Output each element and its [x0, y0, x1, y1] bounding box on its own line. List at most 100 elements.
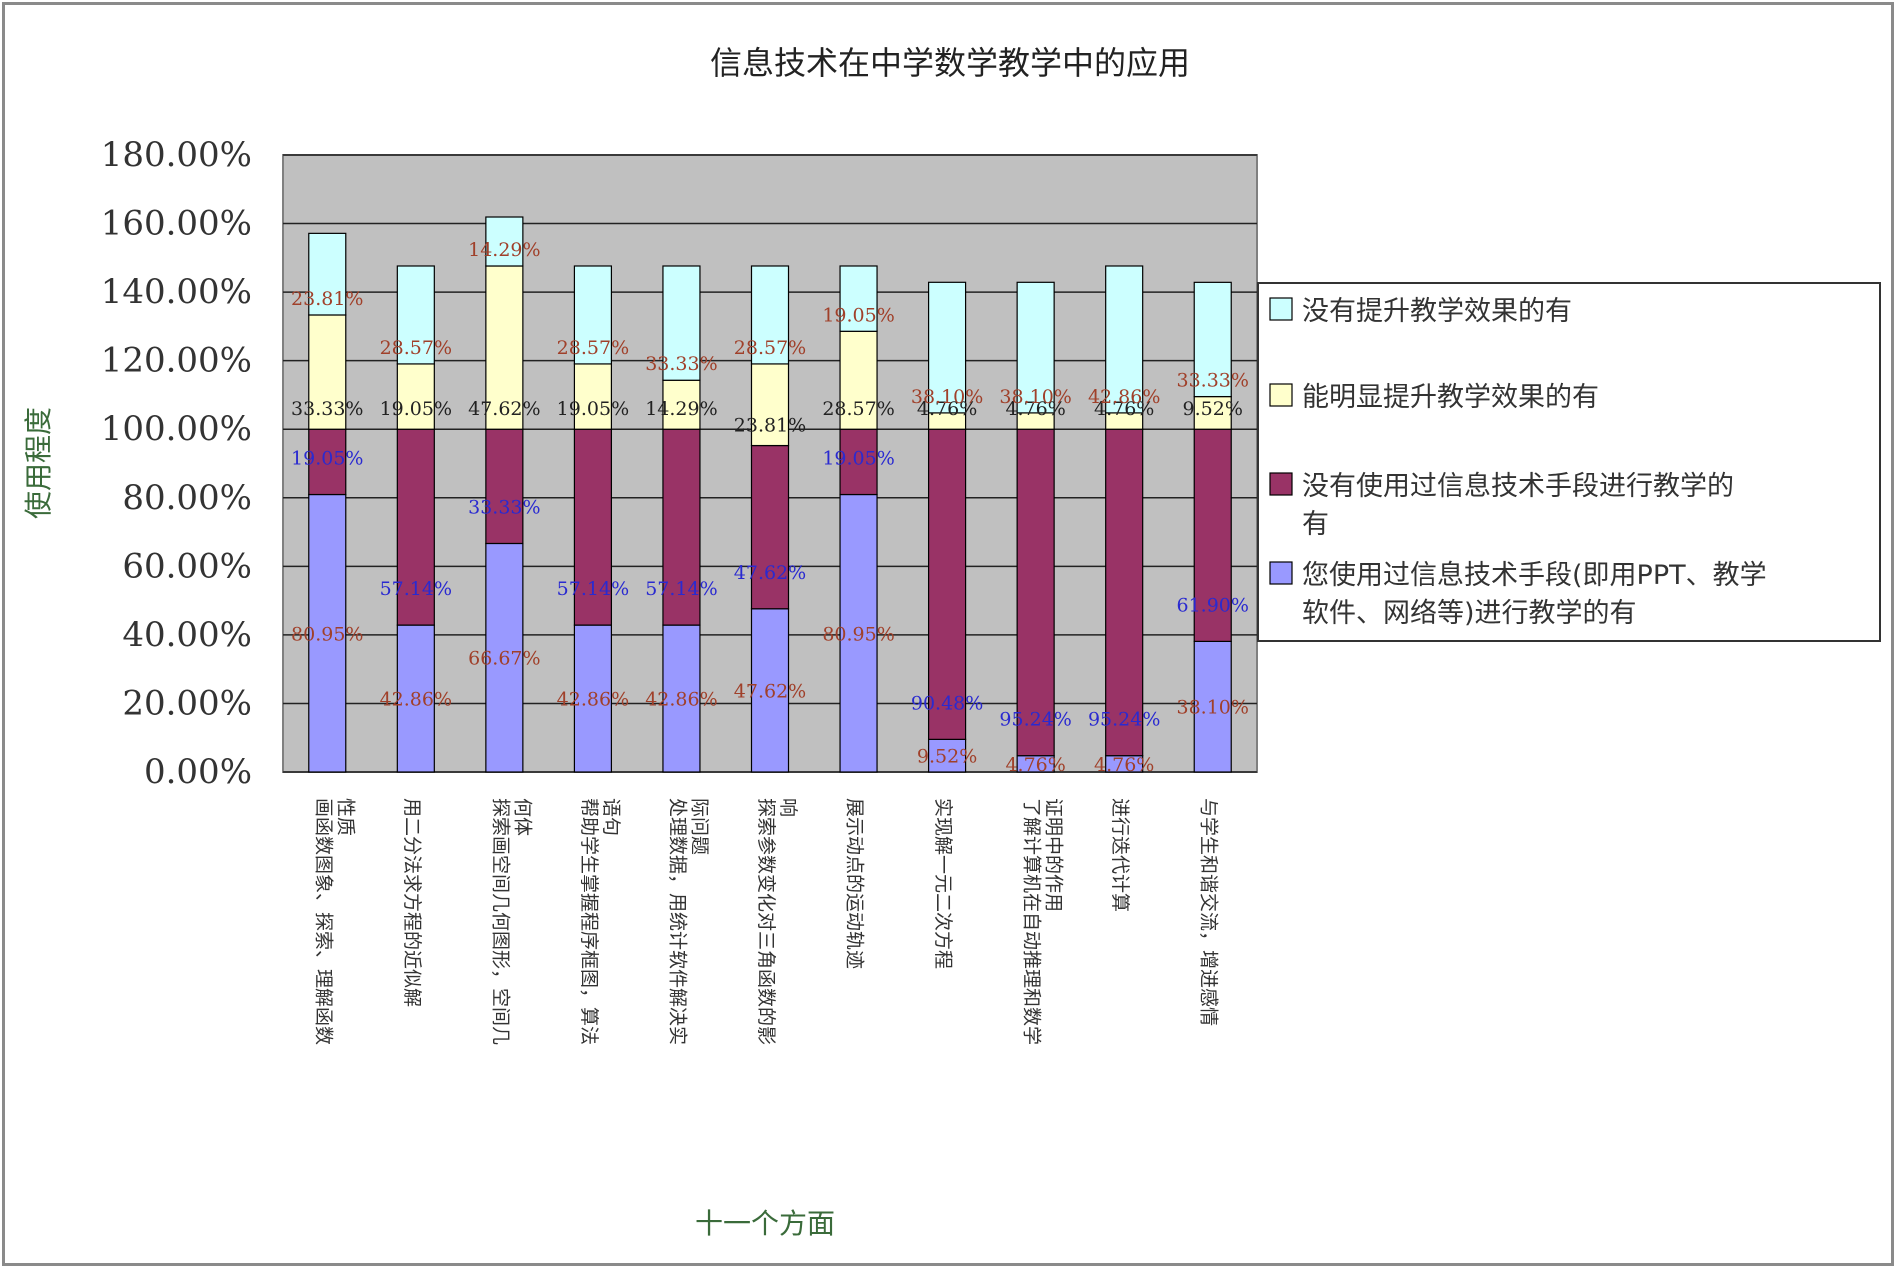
data-label: 38.10% [999, 386, 1071, 408]
bar-segment [308, 232, 347, 316]
data-label: 42.86% [1088, 386, 1160, 408]
data-label: 33.33% [291, 398, 363, 420]
bar-segment [396, 265, 435, 365]
data-label: 4.76% [1094, 754, 1154, 776]
y-tick-label: 120.00% [101, 341, 252, 381]
data-label: 38.10% [911, 386, 983, 408]
y-tick-label: 0.00% [144, 752, 252, 792]
data-label: 47.62% [734, 562, 806, 584]
y-tick-label: 160.00% [101, 204, 252, 244]
data-label: 23.81% [734, 415, 806, 437]
legend-swatch [1269, 297, 1293, 321]
x-tick-label-line: 探索画空间几何图形，空间几 [489, 798, 511, 1045]
y-tick-label: 140.00% [101, 272, 252, 312]
bar-segment [396, 428, 435, 626]
x-tick-label-line: 证明中的作用 [1043, 798, 1065, 912]
x-tick-label: 探索画空间几何图形，空间几 何体 [489, 798, 533, 1045]
bar-segment [839, 493, 878, 773]
x-tick-label: 画函数图象、探索、理解函数 性质 [312, 798, 356, 1045]
bar-segment [1193, 428, 1232, 643]
bar-segment [750, 444, 790, 610]
data-label: 19.05% [822, 304, 894, 326]
data-label: 19.05% [291, 448, 363, 470]
bar-segment [396, 363, 435, 430]
data-label: 42.86% [645, 689, 717, 711]
data-label: 14.29% [468, 239, 540, 261]
legend-label: 您使用过信息技术手段(即用PPT、教学 [1302, 560, 1767, 591]
data-labels: 80.95% 19.05% 33.33% 23.81% 42.86% 57.14% 19.0… [291, 239, 1249, 776]
bar-segment [750, 265, 790, 365]
x-tick-label-line: 展示动点的运动轨迹 [844, 798, 866, 969]
bar-segment [927, 428, 967, 740]
legend-swatch [1269, 472, 1293, 496]
data-label: 19.05% [557, 398, 629, 420]
bar-segment [485, 216, 524, 267]
y-axis-title-group: 使用程度 [22, 407, 55, 519]
data-label: 61.90% [1177, 594, 1249, 616]
bar-segment [308, 428, 347, 496]
x-tick-label: 了解计算机在自动推理和数学 证明中的作用 [1021, 798, 1065, 1045]
x-tick-label-line: 实现解一元二次方程 [932, 798, 954, 969]
bar-segment [1193, 640, 1232, 773]
legend-swatch [1269, 561, 1293, 585]
x-tick-label-line: 性质 [334, 798, 356, 836]
bar-segment [308, 314, 347, 430]
data-label: 4.76% [917, 398, 977, 420]
x-tick-label-line: 处理数据，用统计软件解决实 [666, 798, 688, 1045]
data-label: 90.48% [911, 692, 983, 714]
bar-segment [927, 281, 967, 414]
data-label: 33.33% [1177, 370, 1249, 392]
legend-label: 没有提升教学效果的有 [1302, 296, 1572, 327]
data-label: 9.52% [1183, 398, 1243, 420]
bar-segment [1105, 428, 1144, 757]
data-label: 47.62% [734, 680, 806, 702]
legend-label: 没有使用过信息技术手段进行教学的 [1302, 471, 1734, 502]
bar-segment [1193, 395, 1232, 430]
legend: 没有提升教学效果的有能明显提升教学效果的有没有使用过信息技术手段进行教学的有您使… [1257, 282, 1881, 642]
x-tick-label-line: 与学生和谐交流，增进感情 [1198, 798, 1220, 1026]
x-tick-label-line: 语句 [600, 798, 622, 836]
y-axis-title: 使用程度 [22, 407, 55, 519]
bar-segment [573, 265, 613, 365]
bar-segment [839, 428, 878, 496]
legend-label: 软件、网络等)进行教学的有 [1302, 598, 1637, 629]
data-label: 19.05% [380, 398, 452, 420]
x-axis-title: 十一个方面 [695, 1207, 835, 1240]
bar-segment [750, 608, 790, 773]
bar-segment [573, 428, 613, 626]
legend-swatch [1269, 383, 1293, 407]
data-label: 33.33% [468, 496, 540, 518]
y-tick-label: 80.00% [122, 478, 252, 518]
y-tick-label: 100.00% [101, 409, 252, 449]
data-label: 57.14% [380, 578, 452, 600]
data-label: 66.67% [468, 648, 540, 670]
data-label: 19.05% [822, 448, 894, 470]
data-label: 42.86% [380, 689, 452, 711]
x-tick-label-line: 画函数图象、探索、理解函数 [312, 798, 334, 1045]
bar-segment [308, 493, 347, 773]
x-tick-label-line: 进行迭代计算 [1109, 798, 1131, 912]
bar-segment [485, 428, 524, 545]
x-tick-label-line: 响 [777, 798, 799, 817]
data-label: 47.62% [468, 398, 540, 420]
y-axis-ticks: 0.00% 20.00% 40.00% 60.00% 80.00% 100.00% 120.… [101, 135, 252, 792]
x-tick-label-line: 何体 [511, 798, 533, 836]
x-tick-label: 用二分法求方程的近似解 [401, 798, 423, 1007]
data-label: 80.95% [291, 623, 363, 645]
x-axis-labels: 画函数图象、探索、理解函数 性质 用二分法求方程的近似解 探索画空间几何图形，空间几何… [312, 798, 1219, 1045]
data-label: 4.76% [1005, 754, 1065, 776]
data-label: 14.29% [645, 398, 717, 420]
x-tick-label: 展示动点的运动轨迹 [844, 798, 866, 969]
data-label: 28.57% [557, 337, 629, 359]
data-label: 57.14% [557, 578, 629, 600]
data-label: 28.57% [822, 398, 894, 420]
data-label: 57.14% [645, 578, 717, 600]
legend-box [1257, 282, 1881, 642]
x-tick-label: 帮助学生掌握程序框图，算法 语句 [578, 798, 622, 1045]
bar-segment [1193, 281, 1232, 398]
data-label: 42.86% [557, 689, 629, 711]
data-label: 9.52% [917, 746, 977, 768]
bar-segment [839, 330, 878, 430]
data-label: 28.57% [380, 337, 452, 359]
